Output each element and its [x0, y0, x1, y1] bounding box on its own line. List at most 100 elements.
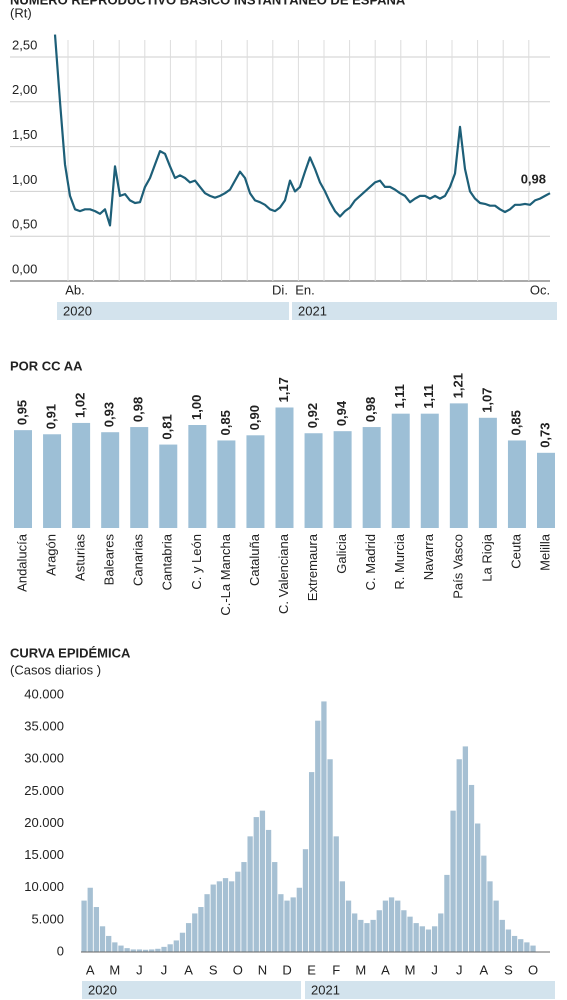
value-label: 0,90: [247, 405, 262, 430]
bar: [43, 434, 62, 528]
bar: [155, 948, 161, 952]
x-tick-label: F: [332, 962, 340, 977]
x-tick-label: M: [109, 962, 120, 977]
bar: [376, 910, 382, 952]
bar: [185, 923, 192, 952]
bar: [198, 907, 204, 952]
bar: [321, 701, 327, 952]
x-tick-label: S: [209, 962, 218, 977]
bar: [112, 942, 118, 952]
bar: [462, 746, 469, 952]
bar: [192, 913, 198, 952]
bar: [352, 913, 358, 952]
bar: [475, 823, 481, 952]
y-tick-label: 0,00: [12, 261, 37, 276]
value-label: 0,91: [43, 404, 58, 429]
bar: [333, 431, 352, 528]
bar: [304, 433, 323, 528]
x-tick-label: Ceuta: [508, 533, 523, 568]
x-tick-label: País Vasco: [450, 534, 465, 599]
bar: [272, 862, 278, 952]
bar: [407, 916, 413, 952]
bar: [130, 949, 136, 952]
bar: [149, 949, 155, 952]
value-label: 0,73: [537, 422, 552, 447]
bar: [524, 942, 530, 952]
bar: [315, 720, 321, 952]
bar: [161, 946, 167, 952]
x-tick-label: Canarias: [131, 534, 146, 587]
bar: [507, 440, 526, 528]
bar: [419, 926, 425, 952]
chart-subtitle: (Casos diarios ): [10, 662, 101, 677]
bar: [478, 417, 497, 528]
y-tick-label: 15.000: [24, 847, 64, 862]
bar: [188, 425, 207, 528]
year-band: [305, 981, 555, 999]
bar: [333, 836, 339, 952]
bar: [229, 881, 235, 952]
value-label: 1,11: [421, 384, 436, 409]
bar: [241, 862, 247, 952]
x-tick-label: O: [528, 962, 538, 977]
bar: [72, 422, 91, 528]
x-tick-label: J: [136, 962, 143, 977]
value-label: 0,95: [14, 400, 29, 425]
bar: [81, 900, 87, 952]
y-tick-label: 30.000: [24, 751, 64, 766]
bar: [179, 932, 186, 952]
value-label: 0,98: [521, 172, 546, 187]
bar: [93, 907, 100, 952]
x-tick-label: S: [504, 962, 513, 977]
bar: [210, 884, 216, 952]
bar: [118, 945, 124, 952]
x-tick-label: C. Madrid: [363, 534, 378, 590]
year-band: [57, 302, 289, 320]
bar: [124, 948, 130, 952]
bar: [382, 900, 389, 952]
bar: [327, 759, 333, 952]
bar: [345, 900, 352, 952]
y-tick-label: 1,50: [12, 127, 37, 142]
bar: [235, 871, 241, 952]
bar: [99, 926, 106, 952]
bar: [395, 900, 401, 952]
bar: [284, 900, 290, 952]
chart-title: NÚMERO REPRODUCTIVO BÁSICO INSTANTÁNEO D…: [10, 0, 406, 7]
bar: [14, 430, 32, 528]
y-tick-label: 40.000: [24, 686, 64, 701]
bar: [456, 759, 462, 952]
x-tick-label: M: [355, 962, 366, 977]
value-label: 0,98: [131, 397, 146, 422]
chart-subtitle: (Rt): [10, 5, 32, 20]
bar: [278, 894, 284, 952]
y-tick-label: 25.000: [24, 783, 64, 798]
bar: [222, 878, 229, 952]
year-label: 2020: [88, 982, 117, 997]
x-tick-label: Di.: [272, 282, 288, 297]
bar: [296, 887, 302, 952]
bar: [487, 881, 493, 952]
bar: [265, 829, 272, 952]
bar: [217, 440, 236, 528]
bar: [101, 432, 120, 528]
x-tick-label: Cataluña: [247, 533, 262, 586]
bar: [246, 435, 265, 528]
bar: [518, 939, 524, 952]
bar: [362, 427, 381, 528]
x-tick-label: J: [431, 962, 438, 977]
x-tick-label: Baleares: [102, 534, 117, 586]
value-label: 1,02: [73, 393, 88, 418]
year-band: [82, 981, 301, 999]
bar: [290, 897, 296, 952]
value-label: 0,93: [102, 402, 117, 427]
x-tick-label: O: [233, 962, 243, 977]
value-label: 1,17: [276, 377, 291, 402]
chart-title: POR CC AA: [10, 358, 83, 373]
bar: [444, 874, 450, 952]
bar: [275, 407, 294, 528]
x-tick-label: N: [258, 962, 267, 977]
bar: [302, 849, 309, 952]
bar: [173, 940, 179, 952]
